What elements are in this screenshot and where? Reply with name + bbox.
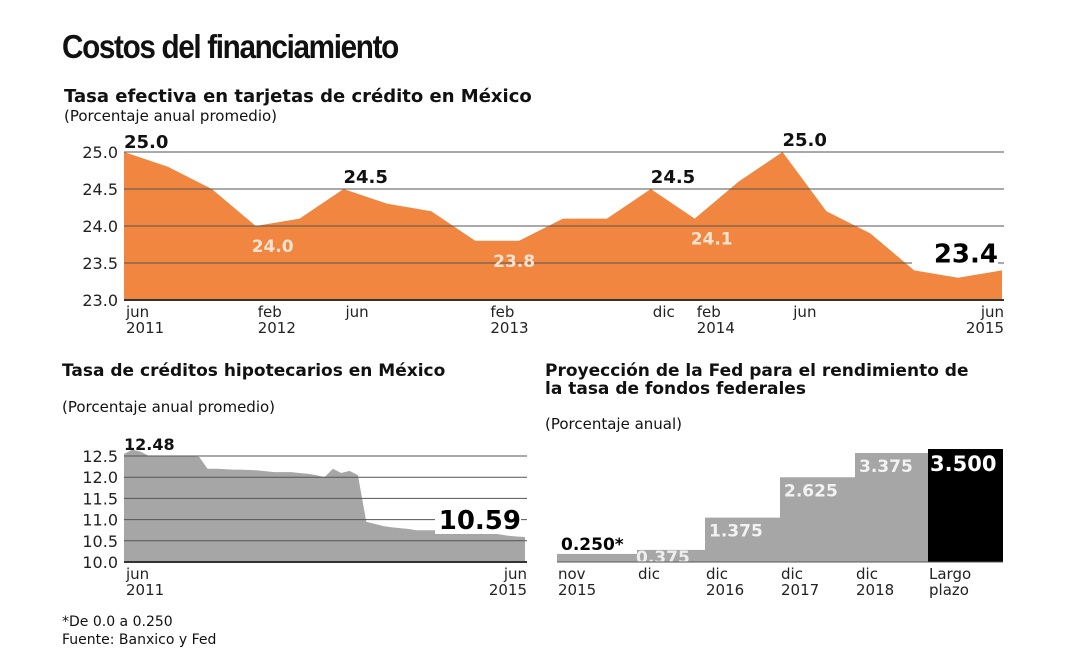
x-tick-year: 2015: [966, 319, 1004, 337]
x-tick-label: dic: [706, 565, 728, 583]
data-label: 23.8: [493, 252, 535, 272]
x-tick-label: jun: [345, 303, 369, 321]
x-tick-year: 2017: [781, 581, 819, 599]
y-tick-label: 12.5: [82, 447, 118, 466]
y-tick-label: 23.0: [82, 291, 118, 310]
x-tick-year: 2014: [697, 319, 735, 337]
data-label: 24.1: [691, 230, 733, 250]
y-tick-label: 25.0: [82, 143, 118, 162]
data-label: 24.5: [651, 167, 695, 188]
bar-data-label: 3.500: [930, 452, 996, 476]
x-tick-label: dic: [653, 303, 675, 321]
x-tick-year: 2012: [258, 319, 296, 337]
bar-data-label: 1.375: [709, 522, 763, 542]
x-tick-label: jun: [503, 565, 527, 583]
fed-chart-title: Proyección de la Fed para el rendimiento…: [545, 361, 969, 399]
bar: [780, 477, 855, 562]
x-tick-label: nov: [558, 565, 586, 583]
bar: [705, 517, 780, 562]
bar: [637, 549, 705, 562]
bar-data-label: 0.250*: [561, 535, 624, 555]
x-tick-year: 2011: [126, 319, 164, 337]
x-tick-label: jun: [792, 303, 816, 321]
card-chart-subtitle: (Porcentaje anual promedio): [64, 107, 278, 125]
bar: [557, 553, 637, 562]
y-tick-label: 23.5: [82, 254, 118, 273]
data-label-bg: [435, 503, 521, 534]
card-chart-title: Tasa efectiva en tarjetas de crédito en …: [64, 86, 532, 107]
x-tick-label: jun: [125, 303, 149, 321]
x-tick-label: dic: [781, 565, 803, 583]
mortgage-chart-title: Tasa de créditos hipotecarios en México: [62, 361, 446, 381]
x-tick-label: dic: [856, 565, 878, 583]
y-tick-label: 12.0: [82, 468, 118, 487]
bar-data-label: 3.375: [859, 457, 913, 477]
y-tick-label: 11.5: [82, 489, 118, 508]
footnote: *De 0.0 a 0.250: [62, 614, 173, 630]
y-tick-label: 10.5: [82, 532, 118, 551]
main-title: Costos del financiamiento: [62, 28, 399, 65]
source-note: Fuente: Banxico y Fed: [62, 632, 217, 648]
y-tick-label: 24.0: [82, 217, 118, 236]
area-series: [124, 449, 525, 562]
x-tick-label: feb: [258, 303, 282, 321]
data-label: 24.0: [252, 237, 294, 257]
y-tick-label: 11.0: [82, 511, 118, 530]
x-tick-year: 2015: [489, 581, 527, 599]
y-tick-label: 10.0: [82, 553, 118, 572]
x-tick-year: 2013: [490, 319, 528, 337]
x-tick-label: Largo: [929, 565, 971, 583]
x-tick-label: feb: [490, 303, 514, 321]
data-label: 12.48: [124, 435, 175, 454]
x-tick-label: jun: [980, 303, 1004, 321]
y-tick-label: 24.5: [82, 180, 118, 199]
bar: [928, 449, 1003, 562]
data-label-bg: [912, 237, 998, 268]
data-label: 23.4: [934, 239, 998, 269]
data-label: 24.5: [344, 167, 388, 188]
x-tick-year: 2018: [856, 581, 894, 599]
fed-chart-subtitle: (Porcentaje anual): [545, 415, 683, 433]
bar-data-label: 0.375: [636, 548, 690, 568]
mortgage-chart-subtitle: (Porcentaje anual promedio): [62, 398, 276, 416]
bar: [855, 453, 928, 562]
x-tick-label: feb: [697, 303, 721, 321]
x-tick-year: 2015: [558, 581, 596, 599]
x-tick-year: plazo: [929, 581, 969, 599]
data-label: 25.0: [783, 130, 827, 151]
data-label: 10.59: [439, 506, 521, 536]
x-tick-year: 2011: [126, 581, 164, 599]
x-tick-label: dic: [638, 565, 660, 583]
x-tick-label: jun: [125, 565, 149, 583]
bar-data-label: 2.625: [784, 481, 838, 501]
x-tick-year: 2016: [706, 581, 744, 599]
data-label: 25.0: [124, 132, 168, 153]
